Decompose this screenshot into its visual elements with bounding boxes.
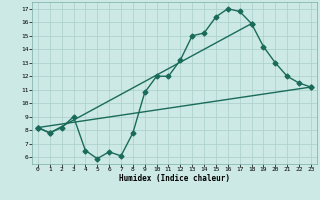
X-axis label: Humidex (Indice chaleur): Humidex (Indice chaleur)	[119, 174, 230, 183]
